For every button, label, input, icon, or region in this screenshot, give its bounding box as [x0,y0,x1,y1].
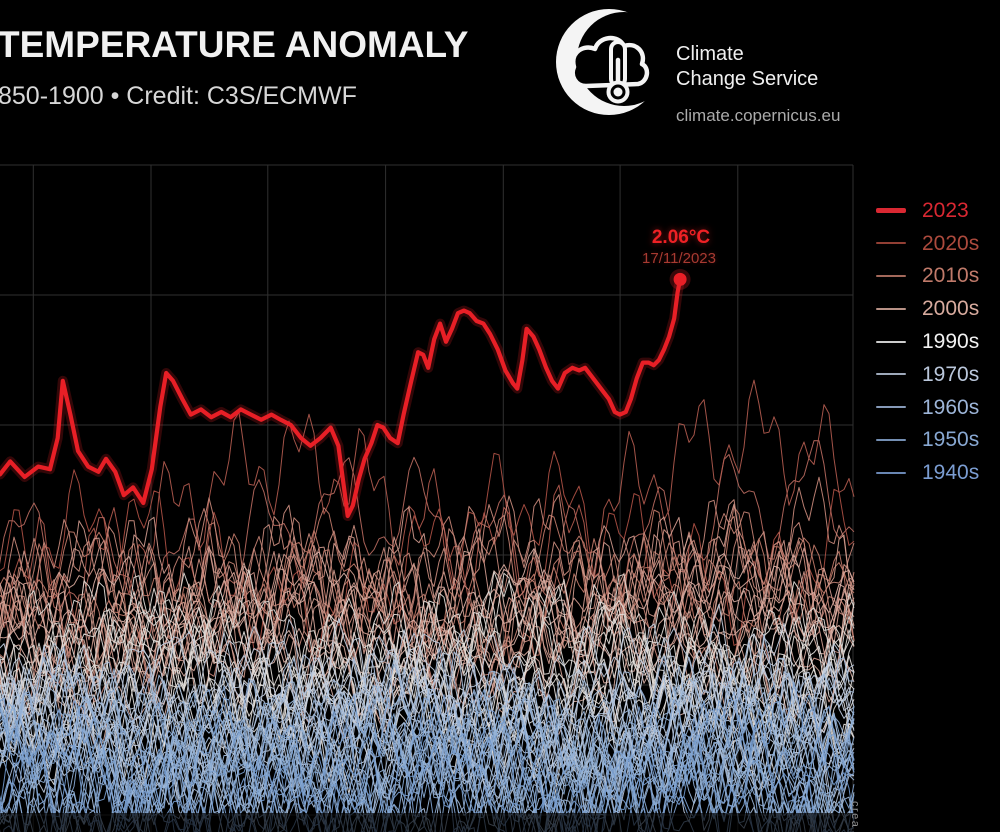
vertical-watermark: crea [849,801,861,829]
legend-label: 2010s [922,264,980,288]
page-subtitle: 850-1900 • Credit: C3S/ECMWF [0,82,357,110]
plot-bottom-fade [0,813,856,832]
legend-item-2020s: 2020s [876,227,1000,260]
logo-service-name: Climate Change Service [676,42,818,92]
legend-label: 2020s [922,231,980,255]
legend-label: 2023 [922,198,969,222]
legend-label: 1950s [922,428,980,452]
legend-swatch [876,242,906,245]
legend-swatch [876,274,906,277]
legend-swatch [876,207,906,213]
chart-canvas [0,164,856,832]
decade-line-bundles [0,379,855,832]
legend-item-2000s: 2000s [876,292,1000,325]
legend-label: 1960s [922,395,980,419]
c3s-logo-icon [552,4,672,124]
legend-label: 1970s [922,362,980,386]
peak-annotation-value: 2.06°C [651,227,711,248]
peak-annotation-date: 17/11/2023 [642,250,716,267]
legend-item-1950s: 1950s [876,424,1000,457]
legend-item-1940s: 1940s [876,456,1000,489]
legend-label: 1940s [922,461,980,485]
legend-item-2010s: 2010s [876,260,1000,293]
series-2023-line [0,268,691,521]
thermometer-bulb-center [613,87,623,97]
legend-label: 2000s [922,297,980,321]
legend-item-1990s: 1990s [876,325,1000,358]
logo-service-name-line2: Change Service [676,68,819,90]
page-title: TEMPERATURE ANOMALY [0,24,469,65]
legend-item-2023: 2023 [876,194,1000,227]
legend-swatch [876,340,906,343]
logo-service-name-line1: Climate [676,43,744,65]
series-2023-endpoint-dot [673,272,687,286]
legend-swatch [876,307,906,310]
legend-swatch [876,373,906,376]
legend-label: 1990s [922,330,980,354]
legend-swatch [876,406,906,409]
legend-item-1960s: 1960s [876,391,1000,424]
logo-url: climate.copernicus.eu [676,106,841,125]
legend-swatch [876,438,906,441]
chart-legend: 2023 2020s 2010s 2000s 1990s 1970s 1960s 1950s 1… [876,194,1000,489]
legend-item-1970s: 1970s [876,358,1000,391]
legend-swatch [876,471,906,474]
